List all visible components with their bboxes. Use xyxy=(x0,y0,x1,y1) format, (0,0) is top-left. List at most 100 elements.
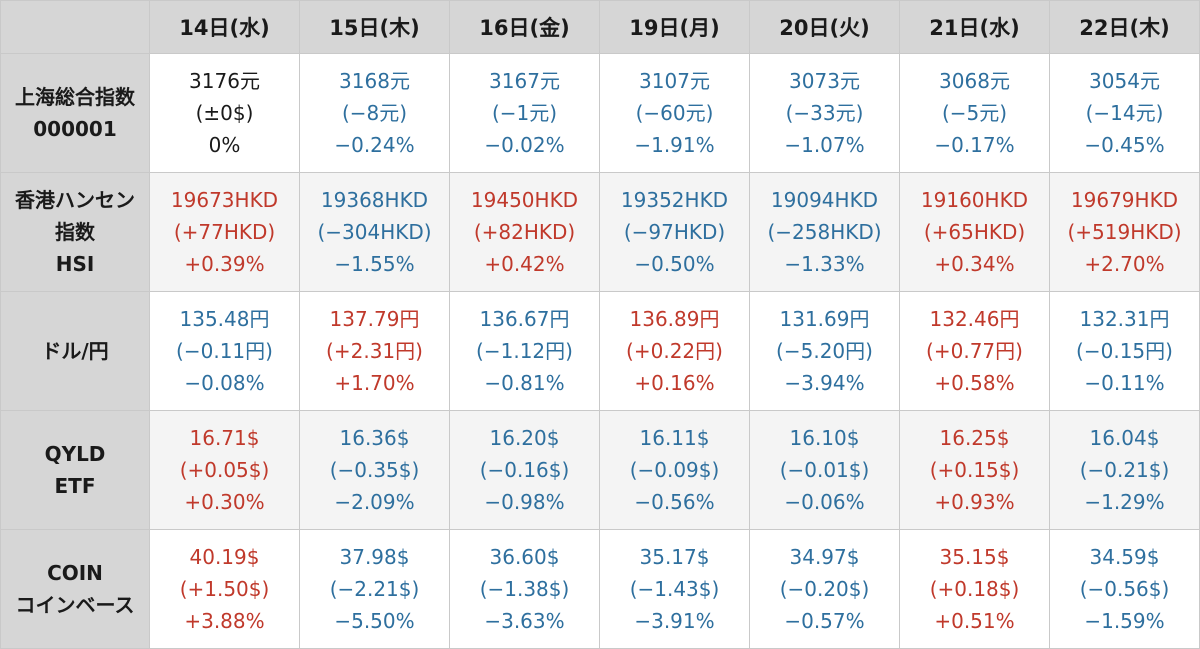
percent-value: −0.11% xyxy=(1084,371,1165,395)
percent-value: −5.50% xyxy=(334,609,415,633)
change-value: (−304HKD) xyxy=(317,220,432,244)
percent-value: +0.93% xyxy=(934,490,1015,514)
change-value: (−1.38$) xyxy=(479,577,570,601)
change-value: (+1.50$) xyxy=(179,577,270,601)
corner-cell xyxy=(0,0,150,54)
price-value: 132.46円 xyxy=(929,307,1020,331)
change-value: (±0$) xyxy=(195,101,254,125)
price-value: 19094HKD xyxy=(770,188,879,212)
percent-value: −1.55% xyxy=(334,252,415,276)
price-value: 136.67円 xyxy=(479,307,570,331)
change-value: (−0.15円) xyxy=(1076,339,1173,363)
value-cell: 35.15$ (+0.18$) +0.51% xyxy=(899,529,1050,649)
value-cell: 3107元 (−60元) −1.91% xyxy=(599,53,750,173)
price-value: 19673HKD xyxy=(170,188,279,212)
change-value: (−5.20円) xyxy=(776,339,873,363)
price-value: 16.25$ xyxy=(939,426,1010,450)
percent-value: −0.02% xyxy=(484,133,565,157)
row-label-line: コインベース xyxy=(15,593,135,617)
percent-value: −1.33% xyxy=(784,252,865,276)
percent-value: −3.63% xyxy=(484,609,565,633)
percent-value: −0.08% xyxy=(184,371,265,395)
change-value: (−0.35$) xyxy=(329,458,420,482)
percent-value: −0.81% xyxy=(484,371,565,395)
change-value: (−0.09$) xyxy=(629,458,720,482)
row-label: QYLD ETF xyxy=(0,410,150,530)
percent-value: +0.42% xyxy=(484,252,565,276)
value-cell: 16.36$ (−0.35$) −2.09% xyxy=(299,410,450,530)
price-value: 36.60$ xyxy=(489,545,560,569)
change-value: (+77HKD) xyxy=(173,220,276,244)
table-row-qyld: QYLD ETF 16.71$ (+0.05$) +0.30% 16.36$ (−0.… xyxy=(0,410,1200,530)
value-cell: 132.46円 (+0.77円) +0.58% xyxy=(899,291,1050,411)
percent-value: −1.59% xyxy=(1084,609,1165,633)
change-value: (+2.31円) xyxy=(326,339,423,363)
row-label-line: 香港ハンセン xyxy=(15,188,135,212)
percent-value: −0.24% xyxy=(334,133,415,157)
value-cell: 132.31円 (−0.15円) −0.11% xyxy=(1049,291,1200,411)
value-cell: 16.71$ (+0.05$) +0.30% xyxy=(149,410,300,530)
price-value: 19352HKD xyxy=(620,188,729,212)
price-value: 3073元 xyxy=(789,69,860,93)
percent-value: −0.56% xyxy=(634,490,715,514)
change-value: (−5元) xyxy=(941,101,1008,125)
table-row-usdjpy: ドル/円 135.48円 (−0.11円) −0.08% 137.79円 (+2.31… xyxy=(0,291,1200,411)
percent-value: +2.70% xyxy=(1084,252,1165,276)
value-cell: 19673HKD (+77HKD) +0.39% xyxy=(149,172,300,292)
date-header: 21日(水) xyxy=(899,0,1050,54)
change-value: (+65HKD) xyxy=(923,220,1026,244)
price-value: 16.10$ xyxy=(789,426,860,450)
change-value: (+0.77円) xyxy=(926,339,1023,363)
value-cell: 16.04$ (−0.21$) −1.29% xyxy=(1049,410,1200,530)
price-value: 19679HKD xyxy=(1070,188,1179,212)
price-value: 137.79円 xyxy=(329,307,420,331)
price-value: 3107元 xyxy=(639,69,710,93)
change-value: (−8元) xyxy=(341,101,408,125)
percent-value: −3.94% xyxy=(784,371,865,395)
change-value: (+519HKD) xyxy=(1067,220,1182,244)
row-label-line: COIN xyxy=(47,561,103,585)
date-header: 14日(水) xyxy=(149,0,300,54)
date-header: 20日(火) xyxy=(749,0,900,54)
value-cell: 16.20$ (−0.16$) −0.98% xyxy=(449,410,600,530)
value-cell: 19368HKD (−304HKD) −1.55% xyxy=(299,172,450,292)
price-value: 40.19$ xyxy=(189,545,260,569)
price-value: 3068元 xyxy=(939,69,1010,93)
value-cell: 36.60$ (−1.38$) −3.63% xyxy=(449,529,600,649)
price-value: 16.20$ xyxy=(489,426,560,450)
price-value: 136.89円 xyxy=(629,307,720,331)
row-label-line: QYLD xyxy=(44,442,106,466)
price-value: 3176元 xyxy=(189,69,260,93)
change-value: (−1.43$) xyxy=(629,577,720,601)
price-value: 16.71$ xyxy=(189,426,260,450)
percent-value: +0.34% xyxy=(934,252,1015,276)
percent-value: −1.07% xyxy=(784,133,865,157)
table-row-hangseng: 香港ハンセン 指数 HSI 19673HKD (+77HKD) +0.39% 193… xyxy=(0,172,1200,292)
table-row-shanghai: 上海総合指数 000001 3176元 (±0$) 0% 3168元 (−8元) −0.… xyxy=(0,53,1200,173)
value-cell: 40.19$ (+1.50$) +3.88% xyxy=(149,529,300,649)
change-value: (−258HKD) xyxy=(767,220,882,244)
date-header: 15日(木) xyxy=(299,0,450,54)
percent-value: +0.16% xyxy=(634,371,715,395)
value-cell: 135.48円 (−0.11円) −0.08% xyxy=(149,291,300,411)
price-value: 37.98$ xyxy=(339,545,410,569)
row-label-line: ETF xyxy=(54,474,96,498)
value-cell: 3167元 (−1元) −0.02% xyxy=(449,53,600,173)
row-label: COIN コインベース xyxy=(0,529,150,649)
row-label: ドル/円 xyxy=(0,291,150,411)
table-row-coin: COIN コインベース 40.19$ (+1.50$) +3.88% 37.98$ (… xyxy=(0,529,1200,649)
price-value: 3167元 xyxy=(489,69,560,93)
change-value: (−33元) xyxy=(785,101,864,125)
value-cell: 34.59$ (−0.56$) −1.59% xyxy=(1049,529,1200,649)
row-label-line: 指数 xyxy=(55,220,95,244)
row-label-line: ドル/円 xyxy=(41,339,109,363)
value-cell: 3068元 (−5元) −0.17% xyxy=(899,53,1050,173)
value-cell: 19352HKD (−97HKD) −0.50% xyxy=(599,172,750,292)
percent-value: 0% xyxy=(208,133,241,157)
percent-value: +0.58% xyxy=(934,371,1015,395)
value-cell: 131.69円 (−5.20円) −3.94% xyxy=(749,291,900,411)
value-cell: 19679HKD (+519HKD) +2.70% xyxy=(1049,172,1200,292)
price-value: 16.04$ xyxy=(1089,426,1160,450)
change-value: (+0.22円) xyxy=(626,339,723,363)
